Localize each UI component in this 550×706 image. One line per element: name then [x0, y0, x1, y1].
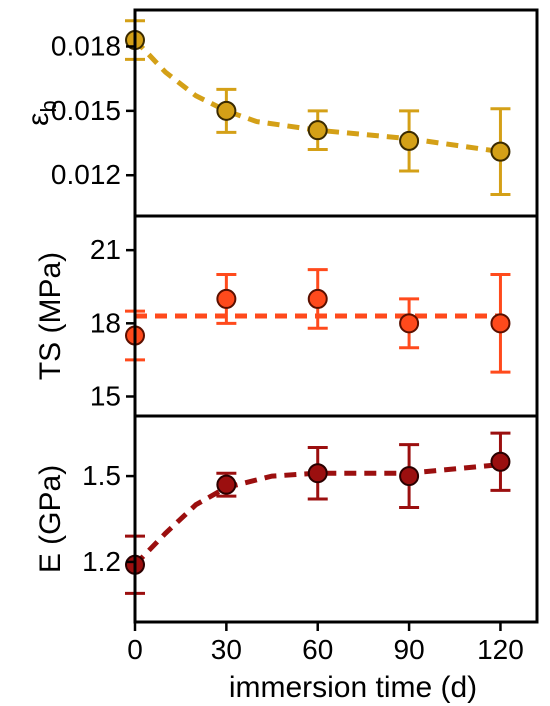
y-tick-label: 1.5 [82, 460, 121, 491]
y-axis-label-subscript: b [36, 100, 61, 112]
y-tick-label: 15 [90, 380, 121, 411]
x-tick-label: 0 [127, 634, 143, 665]
trend-line [133, 462, 501, 567]
y-axis-label-main: ε [22, 112, 55, 125]
data-point [307, 288, 328, 309]
y-tick-label: 21 [90, 234, 121, 265]
trend-line [133, 38, 501, 155]
y-axis-label: TS (MPa) [34, 252, 67, 380]
data-point [216, 288, 237, 309]
y-tick-label: 0.018 [51, 30, 121, 61]
panel-middle: 15 18 21 TS (MPa) [34, 214, 539, 418]
y-axis-label: εb [22, 100, 61, 126]
data-point [399, 313, 420, 334]
y-axis-label: E (GPa) [34, 465, 67, 573]
y-tick-label: 0.012 [51, 159, 121, 190]
data-point [216, 474, 237, 495]
y-tick-label: 1.2 [82, 546, 121, 577]
data-point [307, 463, 328, 484]
x-tick-label: 90 [394, 634, 425, 665]
data-point [490, 313, 511, 334]
x-tick-label: 60 [302, 634, 333, 665]
data-point [399, 130, 420, 151]
data-point [399, 466, 420, 487]
y-tick-label: 0.015 [51, 95, 121, 126]
x-tick-label: 30 [211, 634, 242, 665]
panel-frame [133, 414, 539, 624]
data-point [490, 141, 511, 162]
panel-bottom: 1.2 1.5 E (GPa) [34, 414, 539, 624]
data-point [490, 451, 511, 472]
x-axis: 0 30 60 90 120 [127, 622, 524, 665]
y-tick-label: 18 [90, 307, 121, 338]
x-axis-label: immersion time (d) [229, 671, 477, 704]
panel-top: 0.012 0.015 0.018 εb [22, 8, 539, 218]
data-point [216, 100, 237, 121]
x-tick-label: 120 [477, 634, 524, 665]
data-point [307, 120, 328, 141]
